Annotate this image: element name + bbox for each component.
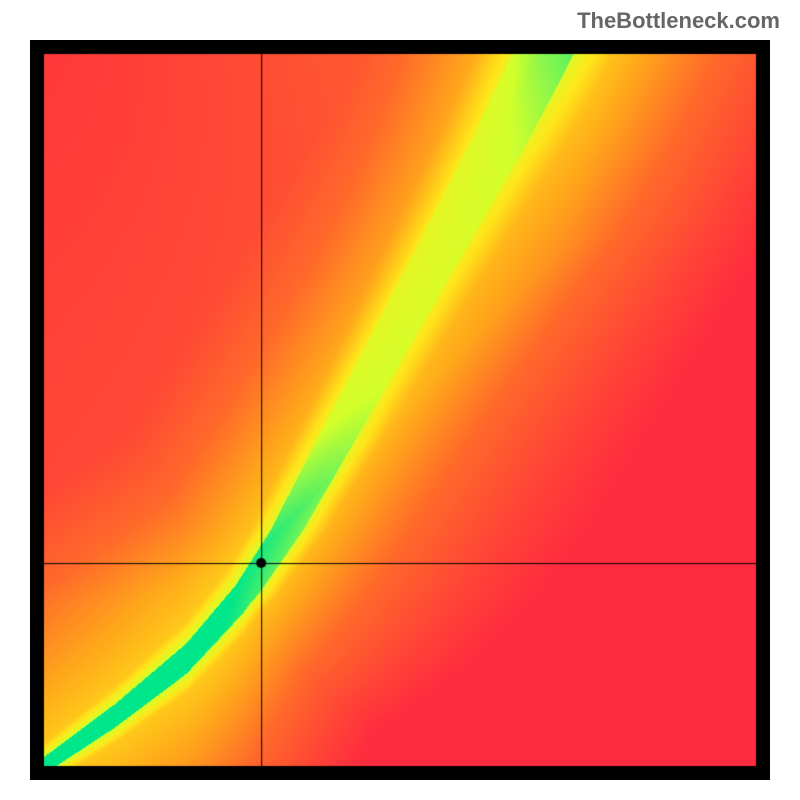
chart-container: TheBottleneck.com [0, 0, 800, 800]
heatmap-canvas [30, 40, 770, 780]
watermark-text: TheBottleneck.com [577, 8, 780, 34]
plot-area [30, 40, 770, 780]
